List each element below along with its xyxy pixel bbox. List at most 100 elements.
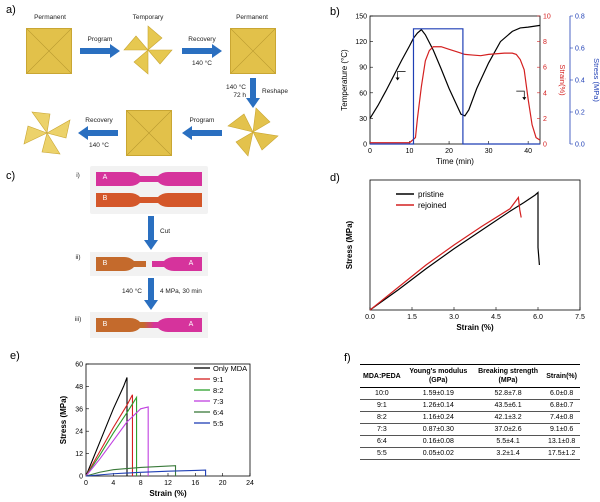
x-tick-label: 4: [111, 480, 115, 487]
y-tick-label-temperature: 90: [359, 65, 367, 72]
heal-temp-label: 140 °C: [122, 288, 142, 295]
step-recovery-temp-1: 140 °C: [192, 60, 212, 67]
series-stress: [370, 28, 540, 145]
reshape-time: 72 h: [233, 92, 246, 99]
x-tick-label: 6.0: [533, 314, 543, 321]
axis-pointer-arrowhead: [395, 77, 400, 81]
axis-pointer-arrow: [516, 90, 525, 98]
axis-pointer-arrow: [397, 71, 406, 78]
sample-crease-lines: [26, 28, 72, 74]
panel-b-label: b): [330, 6, 340, 18]
y-tick-label-strain: 0: [543, 142, 547, 149]
series-9-1: [85, 394, 134, 477]
y-tick-label: 48: [75, 384, 83, 391]
y-tick-label-temperature: 0: [363, 142, 367, 149]
col-header-ratio: MDA:PEDA: [360, 364, 404, 388]
y-tick-label-stress: 0.8: [575, 14, 585, 21]
x-axis-label: Time (min): [436, 157, 474, 166]
x-axis-label: Strain (%): [456, 323, 494, 332]
cell: 1.26±0.14: [403, 399, 473, 412]
panel-e-label: e): [10, 350, 20, 362]
table-header-row: MDA:PEDA Young's modulus (GPa) Breaking …: [360, 364, 580, 388]
col-header-modulus: Young's modulus (GPa): [403, 364, 473, 388]
legend-label: Only MDA: [213, 364, 247, 373]
cut-label: Cut: [160, 228, 171, 235]
legend-label: 5:5: [213, 419, 223, 428]
y-axis-label-stress: Stress (MPa): [592, 58, 600, 102]
state-label-2: Temporary: [132, 14, 164, 21]
arrow-heal-down: [144, 278, 158, 310]
x-tick-label: 20: [445, 148, 453, 155]
cell: 1.59±0.19: [403, 387, 473, 400]
cell: 0.05±0.02: [403, 447, 473, 460]
cell: 6:4: [360, 435, 404, 448]
series-7-3: [85, 406, 149, 477]
y-tick-label-strain: 6: [543, 65, 547, 72]
y-tick-label: 0: [79, 474, 83, 481]
cell: 7.4±0.8: [543, 411, 580, 424]
panel-d-label: d): [330, 172, 340, 184]
y-axis-label-strain: Strain(%): [558, 64, 567, 96]
y-axis-label: Stress (MPa): [345, 220, 354, 269]
cell: 3.2±1.4: [472, 447, 544, 460]
step-program-1: Program: [87, 36, 113, 43]
y-axis-label-temperature: Temperature (°C): [340, 49, 349, 111]
series-strain: [370, 46, 541, 144]
healed-b-letter: B: [102, 321, 108, 328]
table-row: 5:5 0.05±0.02 3.2±1.4 17.5±1.2: [360, 447, 580, 460]
series-6-4: [85, 465, 177, 477]
y-tick-label: 60: [75, 362, 83, 369]
arrow-cut-down: [144, 216, 158, 250]
plot-frame: [369, 179, 581, 311]
x-tick-label: 7.5: [575, 314, 585, 321]
table-row: 8:2 1.16±0.24 42.1±3.2 7.4±0.8: [360, 411, 580, 424]
reshape-temp: 140 °C: [226, 84, 246, 91]
x-tick-label: 1.5: [407, 314, 417, 321]
cell: 43.5±6.1: [472, 399, 544, 412]
legend-label: 6:4: [213, 408, 223, 417]
half-b-letter: B: [102, 260, 108, 267]
state-label-1: Permanent: [34, 14, 66, 21]
cell: 13.1±0.8: [543, 435, 580, 448]
cell: 6.8±0.7: [543, 399, 580, 412]
state-label-3: Permanent: [236, 14, 268, 21]
y-tick-label-stress: 0.2: [575, 110, 585, 117]
cell: 9:1: [360, 399, 404, 412]
sample-flat-temporary: [126, 110, 172, 156]
cell: 8:2: [360, 411, 404, 424]
x-tick-label: 0: [368, 148, 372, 155]
photo-healed-dogbone: [90, 312, 208, 338]
col-header-strength: Breaking strength (MPa): [472, 364, 544, 388]
legend-label: 7:3: [213, 397, 223, 406]
y-axis-label: Stress (MPa): [59, 395, 68, 444]
x-tick-label: 40: [524, 148, 532, 155]
y-tick-label: 12: [75, 451, 83, 458]
x-tick-label: 16: [191, 480, 199, 487]
chart-d-self-healing: 0.0 1.5 3.0 4.5 6.0 7.5 Strain (%) Stress (MPa)…: [345, 179, 585, 332]
y-tick-label-temperature: 120: [355, 39, 367, 46]
photo-cut-halves: [90, 252, 208, 276]
arrow-recovery-right: [182, 44, 222, 58]
arrow-reshape-down: [246, 78, 260, 108]
step-program-2: Program: [189, 117, 215, 124]
plot-frame: [369, 15, 541, 145]
y-tick-label-temperature: 30: [359, 116, 367, 123]
table-row: 7:3 0.87±0.30 37.0±2.6 9.1±0.6: [360, 423, 580, 436]
cell: 1.16±0.24: [403, 411, 473, 424]
legend-label: 8:2: [213, 386, 223, 395]
x-tick-label: 30: [485, 148, 493, 155]
x-tick-label: 20: [219, 480, 227, 487]
cell: 6.0±0.8: [543, 387, 580, 400]
cell: 37.0±2.6: [472, 423, 544, 436]
table-row: 6:4 0.16±0.08 5.5±4.1 13.1±0.8: [360, 435, 580, 448]
stage-i-label: i): [76, 172, 80, 179]
y-tick-label: 24: [75, 429, 83, 436]
legend-label: 9:1: [213, 375, 223, 384]
x-tick-label: 0.0: [365, 314, 375, 321]
y-tick-label-stress: 0.6: [575, 46, 585, 53]
cell: 10:0: [360, 387, 404, 400]
healed-a-letter: A: [188, 321, 194, 328]
legend-label-rejoined: rejoined: [418, 201, 446, 210]
table-row: 10:0 1.59±0.19 52.8±7.8 6.0±0.8: [360, 387, 580, 400]
